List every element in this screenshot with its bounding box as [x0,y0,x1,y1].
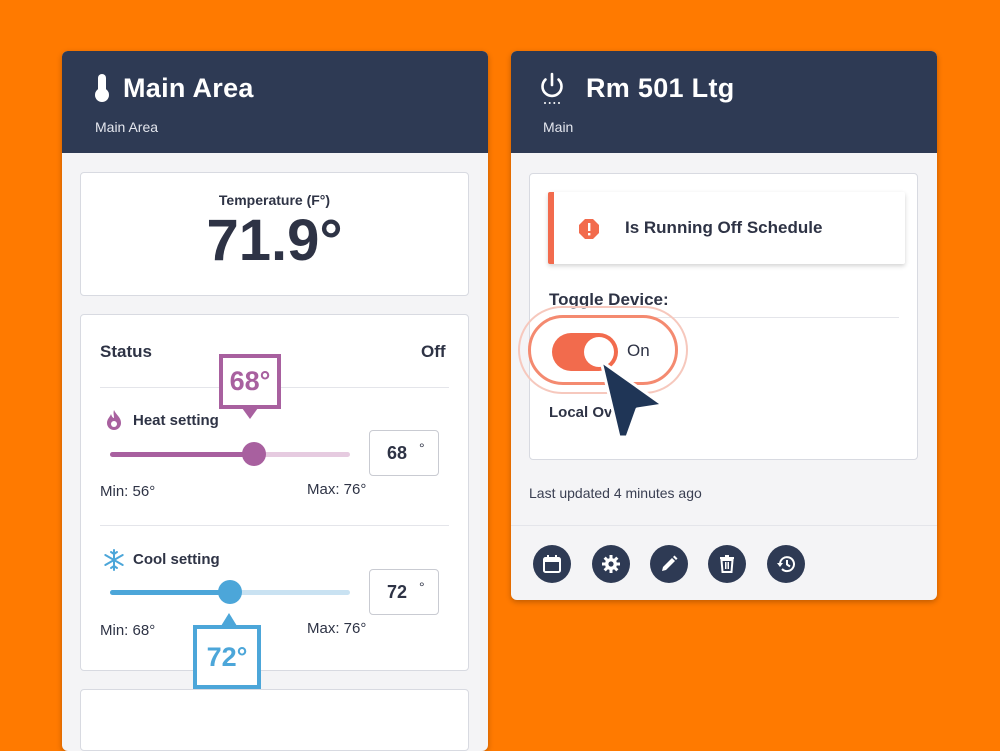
trash-icon [720,555,734,573]
temperature-label: Temperature (F°) [218,192,331,208]
device-card: Rm 501 Ltg Main Is Running Off Schedule … [511,51,937,600]
card-header: Rm 501 Ltg Main [511,51,937,153]
cool-callout-pointer [221,613,237,626]
gear-icon [602,555,620,573]
card-header: Main Area Main Area [62,51,488,153]
mouse-cursor-icon [599,359,665,439]
history-button[interactable] [767,545,805,583]
power-icon [538,72,566,111]
last-updated-text: Last updated 4 minutes ago [529,485,702,501]
thermostat-card: Main Area Main Area Temperature (F°) 71.… [62,51,488,751]
cool-slider-thumb[interactable] [218,580,242,604]
snowflake-icon [103,549,125,576]
flame-icon [105,409,123,436]
toggle-device-label: Toggle Device: [549,290,669,309]
local-override-label: Local Ov [549,404,613,421]
heat-slider-thumb[interactable] [242,442,266,466]
alert-text: Is Running Off Schedule [625,218,823,237]
status-label: Status [100,342,152,361]
temperature-value: 71.9° [206,208,343,273]
device-toggle-switch[interactable] [552,333,618,371]
cool-unit: ° [419,579,425,595]
heat-setting-value: 68 [387,443,408,463]
history-icon [777,556,795,573]
heat-setting-label: Heat setting [133,412,219,429]
cool-min-label: Min: 68° [100,622,156,639]
card-title: Rm 501 Ltg [586,73,735,103]
calendar-icon [543,555,561,573]
heat-setting-input[interactable]: 68 ° [369,430,439,476]
edit-button[interactable] [650,545,688,583]
card-subtitle: Main Area [95,119,159,135]
cool-slider-fill [110,590,230,595]
error-icon [578,218,600,245]
thermometer-icon [92,73,112,108]
toggle-highlight-outer [518,306,688,394]
cool-max-label: Max: 76° [307,620,367,637]
heat-value-callout: 68° [219,354,281,409]
cool-setting-label: Cool setting [133,551,220,568]
settings-button[interactable] [592,545,630,583]
card-subtitle: Main [543,119,574,135]
heat-max-label: Max: 76° [307,481,367,498]
heat-callout-pointer [242,408,258,419]
status-value: Off [421,342,446,361]
schedule-button[interactable] [533,545,571,583]
delete-button[interactable] [708,545,746,583]
heat-unit: ° [419,440,425,456]
cool-value-callout: 72° [193,625,261,689]
heat-slider-fill [110,452,254,457]
temperature-panel: Temperature (F°) 71.9° [80,172,469,296]
schedule-alert: Is Running Off Schedule [548,192,905,264]
toggle-knob [584,337,614,367]
pencil-icon [662,555,678,571]
heat-min-label: Min: 56° [100,483,156,500]
card-title: Main Area [123,73,254,103]
cool-setting-value: 72 [387,582,408,602]
cool-setting-input[interactable]: 72 ° [369,569,439,615]
toggle-state-text: On [627,341,650,360]
next-panel [80,689,469,751]
